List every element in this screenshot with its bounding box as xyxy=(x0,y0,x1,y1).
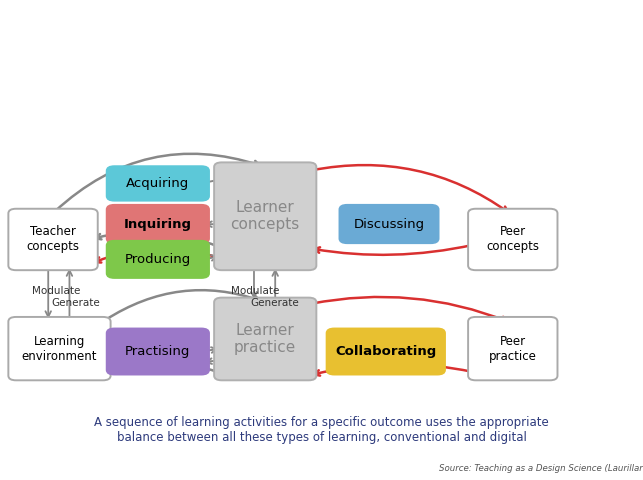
FancyBboxPatch shape xyxy=(214,298,316,380)
Text: Learner
practice: Learner practice xyxy=(234,323,296,355)
FancyBboxPatch shape xyxy=(340,205,439,243)
Text: A sequence of learning activities for a specific outcome uses the appropriate
ba: A sequence of learning activities for a … xyxy=(94,416,549,444)
Text: Learner
concepts: Learner concepts xyxy=(231,200,300,232)
FancyBboxPatch shape xyxy=(327,328,445,374)
Text: Source: Teaching as a Design Science (Laurillard, 2012): Source: Teaching as a Design Science (La… xyxy=(439,464,643,473)
FancyBboxPatch shape xyxy=(107,241,209,278)
FancyBboxPatch shape xyxy=(468,209,557,270)
Text: Peer
concepts: Peer concepts xyxy=(486,226,539,253)
FancyBboxPatch shape xyxy=(8,209,98,270)
Text: Collaborating: Collaborating xyxy=(335,345,437,358)
Text: Acquiring: Acquiring xyxy=(126,177,190,190)
FancyBboxPatch shape xyxy=(214,162,316,270)
FancyBboxPatch shape xyxy=(8,317,111,380)
Text: Inquiring: Inquiring xyxy=(124,217,192,230)
FancyBboxPatch shape xyxy=(468,317,557,380)
Text: Generate: Generate xyxy=(251,298,300,308)
FancyBboxPatch shape xyxy=(107,205,209,243)
FancyBboxPatch shape xyxy=(107,328,209,374)
Text: Practising: Practising xyxy=(125,345,190,358)
Text: Modulate: Modulate xyxy=(32,286,80,296)
Text: Discussing: Discussing xyxy=(354,217,424,230)
FancyBboxPatch shape xyxy=(107,166,209,201)
Text: Peer
practice: Peer practice xyxy=(489,335,537,362)
Text: The Conversational Framework: The Conversational Framework xyxy=(165,66,478,84)
Text: Generate: Generate xyxy=(51,298,100,308)
Text: Producing: Producing xyxy=(125,253,191,266)
Text: Learning in the context of adult education:: Learning in the context of adult educati… xyxy=(104,26,539,45)
Text: Teacher
concepts: Teacher concepts xyxy=(26,226,80,253)
Text: Learning
environment: Learning environment xyxy=(22,335,97,362)
Text: Modulate: Modulate xyxy=(231,286,280,296)
